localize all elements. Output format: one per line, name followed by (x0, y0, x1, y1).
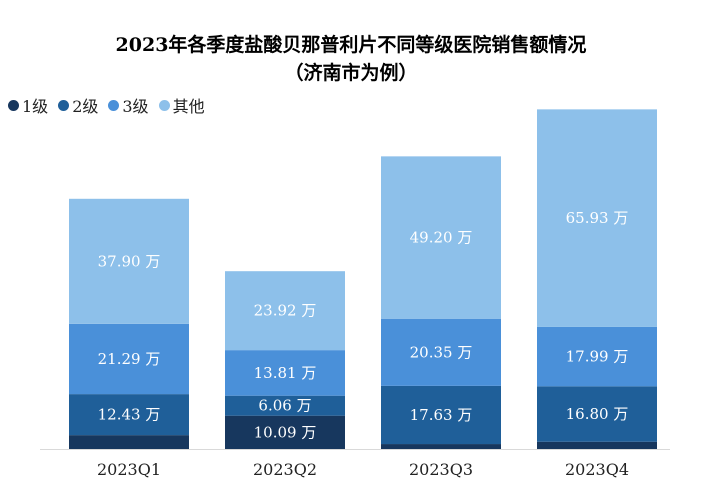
x-tick-label-2023Q3: 2023Q3 (409, 460, 473, 479)
legend-item-other: 其他 (158, 93, 205, 117)
legend-label-other: 其他 (172, 97, 205, 116)
legend-label-level2: 2级 (72, 97, 99, 116)
chart-subtitle: （济南市为例） (284, 62, 418, 84)
bar-segment-2023Q3-s2 (381, 318, 501, 386)
data-label-2023Q4-s3: 65.93 万 (566, 209, 629, 227)
bar-segment-2023Q1-s0 (69, 435, 189, 449)
data-label-2023Q3-s2: 20.35 万 (410, 343, 473, 361)
legend-swatch-level2 (58, 99, 70, 111)
legend-item-level3: 3级 (108, 93, 149, 117)
data-label-2023Q3-s3: 49.20 万 (410, 229, 473, 247)
bar-segment-2023Q3-s1 (381, 385, 501, 445)
bar-segment-2023Q1-s2 (69, 323, 189, 395)
data-label-2023Q2-s2: 13.81 万 (254, 364, 317, 382)
bar-segment-2023Q4-s0 (537, 441, 657, 449)
legend-item-level1: 1级 (8, 93, 48, 117)
bar-segment-2023Q3-s0 (381, 444, 501, 449)
data-label-2023Q2-s0: 10.09 万 (254, 423, 317, 441)
bar-segment-2023Q2-s2 (225, 350, 345, 396)
data-label-2023Q2-s1: 6.06 万 (258, 397, 311, 415)
legend-swatch-other (158, 99, 170, 111)
bar-segment-2023Q4-s1 (537, 386, 657, 442)
bar-segment-2023Q4-s3 (537, 109, 657, 327)
legend-swatch-level1 (8, 99, 19, 111)
data-label-2023Q4-s1: 16.80 万 (566, 405, 629, 423)
data-label-2023Q3-s1: 17.63 万 (410, 406, 473, 424)
data-label-2023Q2-s3: 23.92 万 (254, 302, 317, 320)
x-tick-label-2023Q4: 2023Q4 (565, 460, 629, 479)
bar-segment-2023Q2-s0 (225, 415, 345, 449)
x-tick-label-2023Q1: 2023Q1 (97, 460, 161, 479)
bar-segment-2023Q4-s2 (537, 326, 657, 387)
data-label-2023Q4-s2: 17.99 万 (566, 348, 629, 366)
x-tick-label-2023Q2: 2023Q2 (253, 460, 317, 479)
legend-item-level2: 2级 (58, 93, 98, 117)
data-label-2023Q1-s1: 12.43 万 (98, 406, 161, 424)
legend-swatch-level3 (108, 99, 120, 111)
bar-segment-2023Q1-s1 (69, 394, 189, 436)
bar-segment-2023Q1-s3 (69, 198, 189, 324)
chart-title: 2023年各季度盐酸贝那普利片不同等级医院销售额情况 (115, 34, 587, 56)
bar-segment-2023Q2-s1 (225, 395, 345, 416)
bar-segment-2023Q2-s3 (225, 271, 345, 351)
legend: 1级 2级 3级 其他 (8, 93, 205, 117)
data-label-2023Q1-s2: 21.29 万 (98, 350, 161, 368)
legend-label-level1: 1级 (22, 97, 49, 116)
bar-segment-2023Q3-s3 (381, 156, 501, 319)
legend-label-level3: 3级 (122, 97, 149, 116)
data-label-2023Q1-s3: 37.90 万 (98, 252, 161, 270)
